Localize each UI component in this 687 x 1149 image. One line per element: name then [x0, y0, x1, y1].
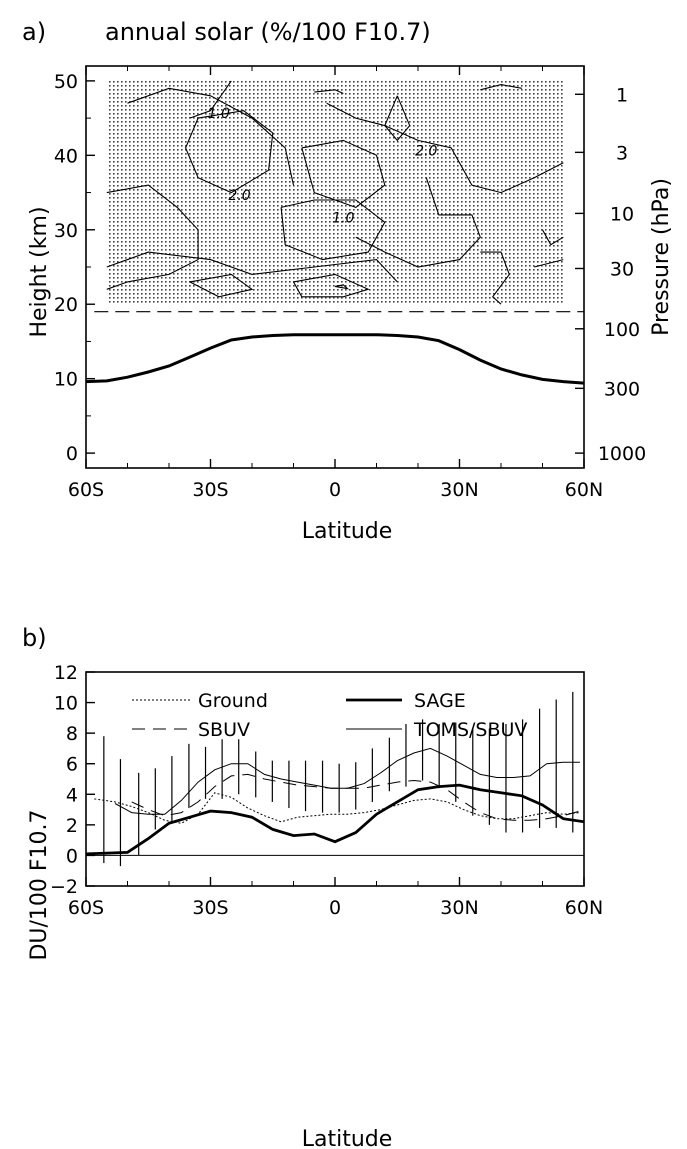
panel-b-x-label: Latitude	[302, 1127, 393, 1149]
contour-label: 2.0	[228, 188, 250, 204]
panel-a-x-label: Latitude	[302, 519, 393, 544]
y-tick-label: 8	[66, 723, 78, 745]
x-tick-label: 0	[329, 479, 341, 501]
panel-b-plot-area	[86, 691, 584, 867]
contour-line-4	[280, 199, 386, 261]
panel-a-title-paren: )	[421, 18, 430, 46]
y-tick-label: 20	[54, 294, 78, 316]
series-line-toms-sbuv	[114, 747, 580, 815]
contour-line-1	[185, 110, 274, 194]
x-tick-label: 30N	[440, 897, 478, 919]
contour-label: 2.0	[415, 143, 437, 159]
contour-line-6	[189, 273, 254, 298]
pressure-tick-label: 1	[616, 84, 628, 106]
y-tick-label: 30	[54, 220, 78, 242]
contour-line-10	[355, 177, 481, 268]
contour-label: 1.0	[332, 210, 354, 226]
panel-a-x-ticks: 60S 30S 0 30N 60N	[68, 66, 603, 501]
pressure-tick-label: 30	[610, 258, 634, 280]
panel-b-x-ticks: 60S 30S 0 30N 60N	[68, 877, 603, 919]
panel-a-plot-area	[86, 80, 584, 385]
series-line-ground	[94, 792, 580, 824]
y-tick-label: 2	[66, 815, 78, 837]
x-tick-label: 30N	[440, 479, 478, 501]
legend-label-toms-sbuv: TOMS/SBUV	[413, 719, 527, 741]
contour-line-7	[293, 273, 370, 298]
legend-label-sage: SAGE	[414, 690, 466, 712]
x-tick-label: 60N	[565, 897, 603, 919]
contour-line-8	[334, 284, 350, 290]
panel-a-y-ticks: 0 10 20 30 40 50	[54, 71, 95, 465]
panel-a-pressure-ticks: 1 3 10 30 100 300 1000	[575, 84, 646, 465]
panel-a-letter: a)	[22, 18, 46, 46]
y-tick-label: 0	[66, 443, 78, 465]
pressure-tick-label: 100	[604, 319, 640, 341]
panel-b-legend: Ground SBUV SAGE TOMS/SBUV	[132, 690, 527, 741]
legend-label-sbuv: SBUV	[198, 719, 250, 741]
y-tick-label: 10	[54, 369, 78, 391]
y-tick-label: −2	[50, 876, 78, 898]
panel-a-y-label: Height (km)	[27, 206, 52, 337]
contour-line-13	[189, 80, 232, 119]
y-tick-label: 6	[66, 754, 78, 776]
y-tick-label: 4	[66, 784, 78, 806]
panel-b-y-label: DU/100 F10.7	[27, 809, 52, 960]
contour-line-9	[326, 102, 564, 194]
y-tick-label: 10	[54, 693, 78, 715]
x-tick-label: 0	[329, 897, 341, 919]
series-line-sbuv	[131, 773, 581, 821]
panel-b-frame	[85, 671, 585, 887]
panel-b: b) 60S 30S 0 30N 60N −2 0 2 4 6 8 10 12 Ground SBUV…	[22, 624, 603, 1149]
legend-label-ground: Ground	[198, 690, 268, 712]
contour-line-16	[480, 84, 522, 91]
contour-line-17	[542, 229, 564, 246]
y-tick-label: 12	[54, 662, 78, 684]
y-tick-label: 50	[54, 71, 78, 93]
contour-line-3	[301, 139, 386, 209]
panel-a-pressure-label: Pressure (hPa)	[649, 178, 674, 336]
panel-a-contour-labels: 1.0 2.0 2.0 1.0	[208, 106, 438, 226]
contour-line-5	[106, 251, 398, 283]
contour-line-11	[480, 251, 510, 305]
panel-b-letter: b)	[22, 624, 47, 652]
tropopause-line	[86, 333, 584, 385]
series-line-sage	[86, 783, 584, 856]
panel-b-y-ticks: −2 0 2 4 6 8 10 12	[50, 662, 95, 898]
pressure-tick-label: 10	[610, 203, 634, 225]
y-tick-label: 0	[66, 845, 78, 867]
pressure-tick-label: 300	[604, 378, 640, 400]
x-tick-label: 60S	[68, 897, 104, 919]
y-tick-label: 40	[54, 145, 78, 167]
contour-label: 1.0	[208, 106, 230, 122]
x-tick-label: 60S	[68, 479, 104, 501]
panel-a-title-text: annual solar (%/100 F10.7	[105, 18, 421, 46]
panel-a: a) annual solar (%/100 F10.7) 60S 30S 0 30N…	[22, 18, 674, 544]
pressure-tick-label: 3	[616, 142, 628, 164]
contour-line-0	[106, 184, 199, 290]
x-tick-label: 30S	[192, 897, 228, 919]
panel-a-title: annual solar (%/100 F10.7)	[105, 18, 431, 46]
pressure-tick-label: 1000	[598, 443, 646, 465]
contour-line-15	[314, 89, 344, 95]
contour-line-14	[384, 95, 411, 142]
x-tick-label: 30S	[192, 479, 228, 501]
x-tick-label: 60N	[565, 479, 603, 501]
contour-line-12	[534, 259, 564, 268]
contour-line-2	[127, 87, 295, 186]
